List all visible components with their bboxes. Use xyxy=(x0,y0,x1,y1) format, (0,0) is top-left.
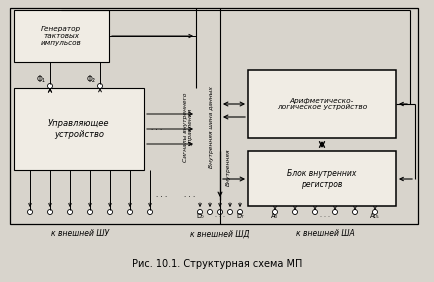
Bar xyxy=(14,88,144,170)
Circle shape xyxy=(108,210,112,215)
Circle shape xyxy=(273,210,277,215)
Text: A₁₅: A₁₅ xyxy=(370,213,380,219)
Bar xyxy=(10,8,418,224)
Text: A₀: A₀ xyxy=(271,213,279,219)
Circle shape xyxy=(197,210,203,215)
Text: Сигналы внутреннего
управления: Сигналы внутреннего управления xyxy=(183,92,194,162)
Circle shape xyxy=(207,210,213,215)
Circle shape xyxy=(128,210,132,215)
Circle shape xyxy=(352,210,358,215)
Circle shape xyxy=(332,210,338,215)
Text: Управляющее
устройство: Управляющее устройство xyxy=(48,119,110,139)
Text: Внутренняя шина данных: Внутренняя шина данных xyxy=(208,86,214,168)
Text: · · ·: · · · xyxy=(184,194,196,200)
Circle shape xyxy=(47,83,53,89)
Bar xyxy=(248,151,396,206)
Text: D₀: D₀ xyxy=(196,213,204,219)
Circle shape xyxy=(47,210,53,215)
Circle shape xyxy=(98,83,102,89)
Text: Блок внутренних
регистров: Блок внутренних регистров xyxy=(287,169,357,189)
Text: · · ·: · · · xyxy=(156,194,168,200)
Bar xyxy=(14,10,109,62)
Circle shape xyxy=(68,210,72,215)
Text: Внутренняя: Внутренняя xyxy=(226,148,230,186)
Text: к внешней ШУ: к внешней ШУ xyxy=(51,230,109,239)
Circle shape xyxy=(217,210,223,215)
Text: к внешней ША: к внешней ША xyxy=(296,230,355,239)
Circle shape xyxy=(148,210,152,215)
Circle shape xyxy=(372,210,378,215)
Text: Генератор
тактовых
импульсов: Генератор тактовых импульсов xyxy=(41,26,82,46)
Text: Арифметическо-
логическое устройство: Арифметическо- логическое устройство xyxy=(277,98,367,111)
Text: Φ₂: Φ₂ xyxy=(86,76,95,85)
Text: Φ₁: Φ₁ xyxy=(36,76,46,85)
Text: · · ·: · · · xyxy=(215,213,225,219)
Circle shape xyxy=(27,210,33,215)
Text: D₇: D₇ xyxy=(236,213,244,219)
Circle shape xyxy=(237,210,243,215)
Text: Рис. 10.1. Структурная схема МП: Рис. 10.1. Структурная схема МП xyxy=(132,259,302,269)
Bar xyxy=(248,70,396,138)
Text: · · ·: · · · xyxy=(320,213,330,219)
Circle shape xyxy=(227,210,233,215)
Text: к внешней ШД: к внешней ШД xyxy=(190,230,250,239)
Text: · · ·: · · · xyxy=(151,127,163,133)
Circle shape xyxy=(312,210,318,215)
Circle shape xyxy=(293,210,297,215)
Circle shape xyxy=(88,210,92,215)
